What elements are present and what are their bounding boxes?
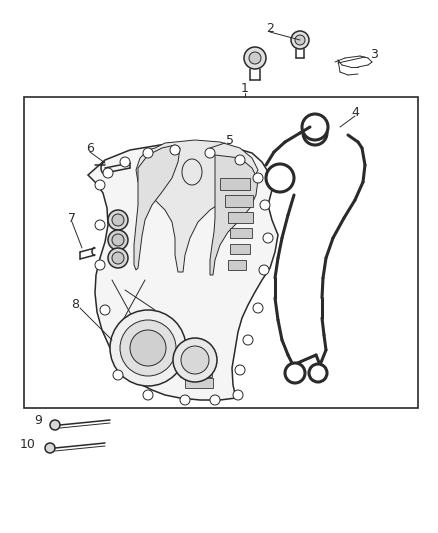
Circle shape xyxy=(112,252,124,264)
Polygon shape xyxy=(88,143,278,400)
Circle shape xyxy=(120,320,176,376)
Circle shape xyxy=(120,157,130,167)
Polygon shape xyxy=(134,145,180,270)
Circle shape xyxy=(249,52,261,64)
Circle shape xyxy=(50,420,60,430)
Circle shape xyxy=(180,395,190,405)
Polygon shape xyxy=(225,195,253,207)
Text: 3: 3 xyxy=(370,49,378,61)
Circle shape xyxy=(103,168,113,178)
Polygon shape xyxy=(228,212,253,223)
Circle shape xyxy=(130,330,166,366)
Text: 5: 5 xyxy=(226,133,234,147)
Circle shape xyxy=(112,234,124,246)
Circle shape xyxy=(143,390,153,400)
Polygon shape xyxy=(136,140,258,272)
Circle shape xyxy=(170,145,180,155)
Circle shape xyxy=(181,346,209,374)
Circle shape xyxy=(285,363,305,383)
Polygon shape xyxy=(228,260,246,270)
Circle shape xyxy=(95,260,105,270)
Text: 4: 4 xyxy=(351,106,359,118)
Circle shape xyxy=(302,114,328,140)
Circle shape xyxy=(295,35,305,45)
Circle shape xyxy=(266,164,294,192)
Circle shape xyxy=(173,338,217,382)
Bar xyxy=(24,97,418,408)
Polygon shape xyxy=(210,155,258,275)
Circle shape xyxy=(113,370,123,380)
Circle shape xyxy=(309,364,327,382)
Circle shape xyxy=(235,365,245,375)
Circle shape xyxy=(259,265,269,275)
Text: 2: 2 xyxy=(266,21,274,35)
Circle shape xyxy=(205,148,215,158)
Text: 1: 1 xyxy=(241,82,249,94)
Circle shape xyxy=(233,390,243,400)
Circle shape xyxy=(95,180,105,190)
Text: 10: 10 xyxy=(20,439,36,451)
Circle shape xyxy=(210,395,220,405)
Circle shape xyxy=(253,303,263,313)
Text: 8: 8 xyxy=(71,298,79,311)
Circle shape xyxy=(112,214,124,226)
Polygon shape xyxy=(220,178,250,190)
Polygon shape xyxy=(180,365,212,377)
Polygon shape xyxy=(230,244,250,254)
Circle shape xyxy=(110,310,186,386)
Circle shape xyxy=(108,230,128,250)
Circle shape xyxy=(263,233,273,243)
Text: 9: 9 xyxy=(34,414,42,426)
Circle shape xyxy=(45,443,55,453)
Circle shape xyxy=(235,155,245,165)
Circle shape xyxy=(260,200,270,210)
Polygon shape xyxy=(230,228,252,238)
Circle shape xyxy=(291,31,309,49)
Text: 7: 7 xyxy=(68,212,76,224)
Polygon shape xyxy=(185,378,213,388)
Circle shape xyxy=(95,220,105,230)
Circle shape xyxy=(100,305,110,315)
Circle shape xyxy=(243,335,253,345)
Circle shape xyxy=(108,248,128,268)
Circle shape xyxy=(244,47,266,69)
Circle shape xyxy=(108,210,128,230)
Circle shape xyxy=(253,173,263,183)
Text: 6: 6 xyxy=(86,141,94,155)
Circle shape xyxy=(143,148,153,158)
Polygon shape xyxy=(175,350,210,362)
Circle shape xyxy=(303,121,327,145)
